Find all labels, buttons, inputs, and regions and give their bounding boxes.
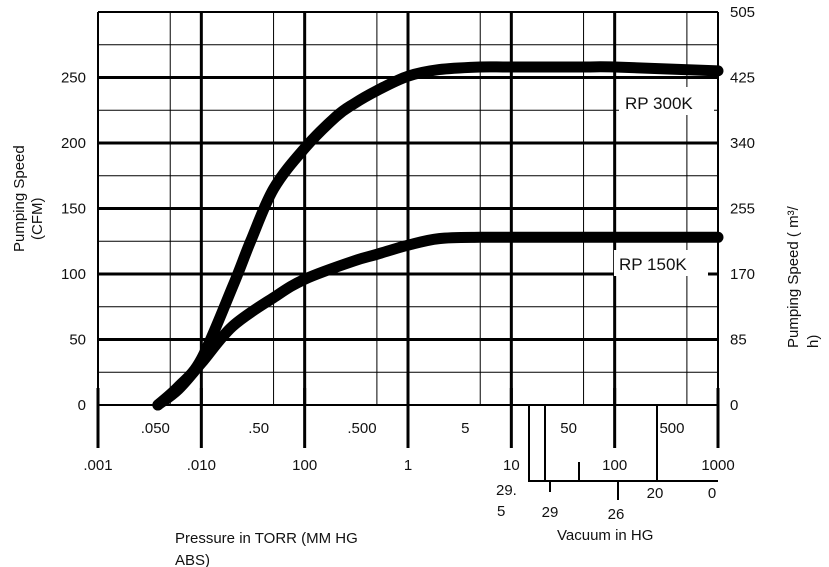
y-right-tick-label: 340 xyxy=(730,135,755,152)
y-right-tick-label: 425 xyxy=(730,70,755,87)
y-left-tick-label: 50 xyxy=(69,332,86,349)
x-torr-tick-label: 100 xyxy=(292,457,317,474)
x-torr-minor-tick-label: .500 xyxy=(347,420,376,437)
vacuum-tick-label: 20 xyxy=(647,485,664,502)
x-label-pressure-line2: ABS) xyxy=(175,552,210,567)
y-right-tick-label: 505 xyxy=(730,4,755,21)
y-left-tick-label: 100 xyxy=(61,266,86,283)
y-right-tick-label: 0 xyxy=(730,397,738,414)
y-left-tick-label: 250 xyxy=(61,70,86,87)
x-torr-tick-label: .010 xyxy=(187,457,216,474)
y-right-tick-label: 170 xyxy=(730,266,755,283)
series-line-rp-150k xyxy=(152,231,724,411)
x-torr-tick-label: 1 xyxy=(404,457,412,474)
y-right-tick-label: 255 xyxy=(730,201,755,218)
vacuum-tick-label: 26 xyxy=(608,506,625,523)
series-label-rp300k: RP 300K xyxy=(625,94,693,113)
y-left-tick-label: 200 xyxy=(61,135,86,152)
y-left-label-line1: Pumping Speed xyxy=(11,145,28,252)
vacuum-axis xyxy=(528,405,718,500)
curves xyxy=(152,61,724,411)
x-torr-tick-label: .001 xyxy=(83,457,112,474)
y-left-label-line2: (CFM) xyxy=(29,198,46,240)
vacuum-tick-label: 5 xyxy=(497,503,505,520)
y-left-tick-label: 150 xyxy=(61,201,86,218)
series-label-rp150k: RP 150K xyxy=(619,255,687,274)
x-torr-minor-tick-label: 500 xyxy=(659,420,684,437)
y-left-tick-label: 0 xyxy=(78,397,86,414)
x-torr-minor-tick-label: 5 xyxy=(461,420,469,437)
vacuum-tick-label: 0 xyxy=(708,485,716,502)
x-torr-tick-label: 1000 xyxy=(701,457,734,474)
axis-text: 250200150100500505425340255170850.001.01… xyxy=(61,4,755,523)
y-right-tick-label: 85 xyxy=(730,332,747,349)
x-torr-minor-tick-label: .50 xyxy=(248,420,269,437)
x-torr-minor-tick-label: 50 xyxy=(560,420,577,437)
rp150k-label-bg xyxy=(614,250,708,276)
vacuum-tick-label: 29. xyxy=(496,482,517,499)
rp300k-label-bg xyxy=(619,87,714,115)
y-right-label-line2: h) xyxy=(805,335,822,348)
grid xyxy=(96,11,720,500)
x-label-vacuum: Vacuum in HG xyxy=(557,527,653,544)
x-torr-tick-label: 100 xyxy=(602,457,627,474)
x-torr-minor-tick-label: .050 xyxy=(141,420,170,437)
y-right-label-line1: Pumping Speed ( m³/ xyxy=(785,205,802,348)
series-line-rp-300k xyxy=(152,61,724,411)
x-torr-tick-label: 10 xyxy=(503,457,520,474)
x-label-pressure-line1: Pressure in TORR (MM HG xyxy=(175,530,358,547)
vacuum-tick-label: 29 xyxy=(542,504,559,521)
